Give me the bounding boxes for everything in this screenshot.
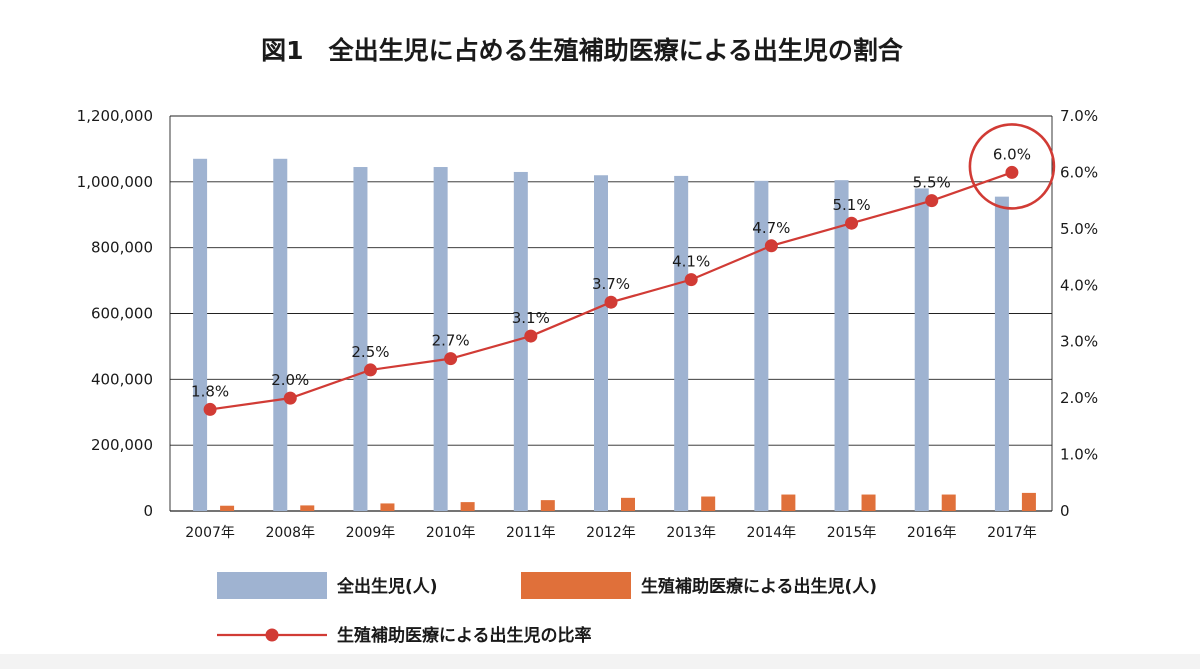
bar-art-births xyxy=(701,496,716,511)
y-right-tick-label: 5.0% xyxy=(1060,220,1098,238)
y-left-tick-label: 400,000 xyxy=(91,370,153,388)
x-tick-label: 2017年 xyxy=(987,525,1037,541)
legend-swatch-total xyxy=(217,572,327,599)
bar-total-births xyxy=(193,158,208,511)
bar-art-births xyxy=(380,503,395,511)
y-axis-left: 0 200,000 400,000 600,000 800,000 1,000,000 1,… xyxy=(77,107,153,520)
ratio-point xyxy=(604,295,618,309)
x-tick-label: 2008年 xyxy=(265,525,315,541)
y-right-tick-label: 7.0% xyxy=(1060,107,1098,125)
ratio-data-label: 4.1% xyxy=(672,253,710,271)
bar-total-births xyxy=(914,188,929,511)
y-axis-right: 0 1.0% 2.0% 3.0% 4.0% 5.0% 6.0% 7.0% xyxy=(1060,107,1098,520)
ratio-point xyxy=(524,329,538,343)
ratio-point xyxy=(203,402,217,416)
legend-swatch-art xyxy=(521,572,631,599)
x-axis: 2007年 2008年 2009年 2010年 2011年 2012年 2013年 2014年… xyxy=(185,525,1036,541)
y-right-tick-label: 2.0% xyxy=(1060,389,1098,407)
bar-art-births xyxy=(540,500,555,511)
ratio-data-label: 4.7% xyxy=(752,219,790,237)
ratio-point xyxy=(925,194,939,208)
y-left-tick-label: 200,000 xyxy=(91,436,153,454)
y-left-tick-label: 0 xyxy=(143,502,153,520)
ratio-point xyxy=(764,239,778,253)
bar-total-births xyxy=(994,196,1009,512)
x-tick-label: 2016年 xyxy=(907,525,957,541)
legend-label-total: 全出生児(人) xyxy=(336,576,438,597)
ratio-point xyxy=(845,216,859,230)
bar-total-births xyxy=(674,175,689,512)
y-left-tick-label: 800,000 xyxy=(91,239,153,257)
bar-art-births xyxy=(300,505,315,511)
ratio-data-label: 2.7% xyxy=(432,332,470,350)
gridlines xyxy=(169,115,1053,512)
bar-art-births xyxy=(621,497,635,511)
x-tick-label: 2012年 xyxy=(586,525,636,541)
ratio-point xyxy=(363,363,377,377)
legend-label-ratio: 生殖補助医療による出生児の比率 xyxy=(337,625,592,646)
ratio-data-label: 2.5% xyxy=(351,343,389,361)
ratio-data-label: 3.1% xyxy=(512,309,550,327)
bars xyxy=(193,158,1036,512)
bar-total-births xyxy=(433,167,448,512)
x-tick-label: 2009年 xyxy=(346,525,396,541)
ratio-point xyxy=(684,273,698,287)
bar-art-births xyxy=(220,505,235,511)
x-tick-label: 2010年 xyxy=(426,525,476,541)
y-right-tick-label: 4.0% xyxy=(1060,276,1098,294)
chart-title: 図1 全出生児に占める生殖補助医療による出生児の割合 xyxy=(261,36,904,65)
y-right-tick-label: 0 xyxy=(1060,502,1070,520)
bar-total-births xyxy=(754,180,769,512)
ratio-line: 1.8% 2.0% 2.5% 2.7% 3.1% 3.7% 4.1% 4.7% 5.1% 5.5%… xyxy=(191,145,1031,416)
bar-art-births xyxy=(781,494,796,511)
ratio-data-label: 1.8% xyxy=(191,382,229,400)
bar-total-births xyxy=(353,167,368,512)
legend-swatch-ratio-dot xyxy=(265,628,279,642)
ratio-data-label: 5.5% xyxy=(913,174,951,192)
bar-art-births xyxy=(861,494,876,511)
highlight-circle xyxy=(968,123,1056,210)
x-tick-label: 2014年 xyxy=(747,525,797,541)
bar-art-births xyxy=(941,494,956,511)
ratio-point xyxy=(283,391,297,405)
bar-total-births xyxy=(834,180,849,511)
ratio-data-label: 5.1% xyxy=(832,196,870,214)
y-left-tick-label: 1,000,000 xyxy=(77,173,153,191)
y-left-tick-label: 1,200,000 xyxy=(77,107,153,125)
y-left-tick-label: 600,000 xyxy=(91,305,153,323)
x-tick-label: 2011年 xyxy=(506,525,556,541)
x-tick-label: 2015年 xyxy=(827,525,877,541)
highlight-ring xyxy=(968,123,1056,210)
x-tick-label: 2007年 xyxy=(185,525,235,541)
y-right-tick-label: 6.0% xyxy=(1060,163,1098,181)
ratio-data-label: 3.7% xyxy=(592,275,630,293)
bar-total-births xyxy=(594,175,608,511)
ratio-data-label: 2.0% xyxy=(271,371,309,389)
bar-art-births xyxy=(460,502,475,511)
bar-total-births xyxy=(513,171,528,512)
ratio-point xyxy=(444,352,458,366)
y-right-tick-label: 1.0% xyxy=(1060,446,1098,464)
bar-art-births xyxy=(1021,492,1036,511)
ratio-point xyxy=(1005,165,1019,179)
bottom-fade xyxy=(0,654,1200,669)
bar-total-births xyxy=(273,158,288,511)
legend-label-art: 生殖補助医療による出生児(人) xyxy=(641,576,877,597)
x-tick-label: 2013年 xyxy=(666,525,716,541)
legend: 全出生児(人) 生殖補助医療による出生児(人) 生殖補助医療による出生児の比率 xyxy=(217,572,877,646)
y-right-tick-label: 3.0% xyxy=(1060,333,1098,351)
ratio-data-label: 6.0% xyxy=(993,145,1031,163)
